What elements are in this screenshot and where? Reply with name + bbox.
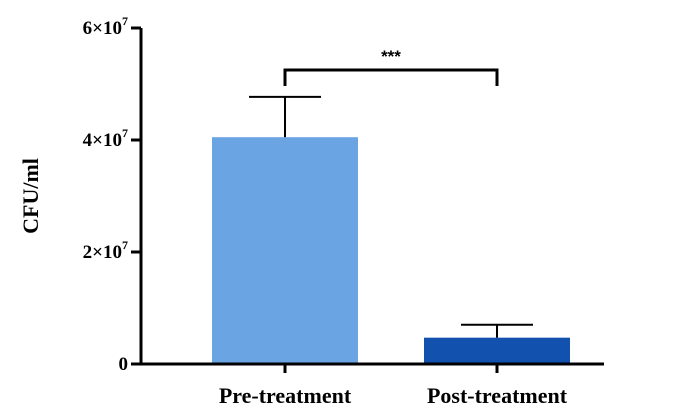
bar-post-treatment <box>424 337 570 364</box>
significance-stars: *** <box>381 47 401 66</box>
y-tick-label: 6×107 <box>83 14 128 39</box>
y-tick-label: 0 <box>119 354 129 375</box>
bar-pre-treatment <box>212 137 358 364</box>
bars-layer <box>212 137 570 364</box>
significance-bracket <box>283 68 499 86</box>
axes-layer <box>139 28 604 366</box>
y-axis-title: CFU/ml <box>18 158 43 234</box>
x-labels-layer: Pre-treatment Post-treatment <box>219 364 568 408</box>
error-bars-layer <box>249 95 533 338</box>
y-tick-label: 4×107 <box>83 126 128 151</box>
significance-layer: *** <box>283 47 499 86</box>
y-ticks-layer: 0 2×107 4×107 6×107 <box>83 14 141 375</box>
x-label-post-treatment: Post-treatment <box>427 383 568 408</box>
x-label-pre-treatment: Pre-treatment <box>219 383 352 408</box>
y-tick-label: 2×107 <box>83 238 128 263</box>
